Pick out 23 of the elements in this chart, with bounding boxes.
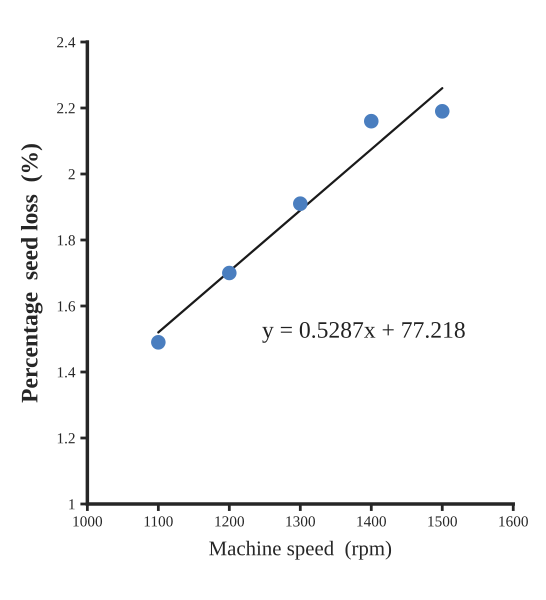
- y-tick-label: 1.2: [58, 433, 75, 444]
- point: [293, 196, 308, 211]
- x-tick-label: 1600: [499, 516, 528, 527]
- y-axis-title: Percentage seed loss (%): [20, 144, 43, 403]
- x-tick-label: 1200: [215, 516, 244, 527]
- point: [434, 104, 450, 119]
- x-tick-label: 1000: [73, 516, 102, 527]
- point: [222, 266, 237, 280]
- y-tick-label: 2.4: [57, 37, 76, 48]
- y-tick-label: 1.6: [58, 301, 76, 312]
- y-tick-label: 1: [69, 499, 75, 510]
- x-tick-label: 1100: [144, 516, 173, 527]
- x-axis-title: Machine speed (rpm): [209, 540, 392, 560]
- y-tick-label: 2: [68, 169, 75, 180]
- x-tick-label: 1500: [428, 516, 457, 527]
- x-tick-label: 1300: [286, 516, 315, 527]
- y-tick-label: 2.2: [57, 103, 75, 114]
- point: [151, 335, 166, 350]
- y-tick-label: 1.8: [58, 235, 75, 246]
- annotation: y = 0.5287x + 77.218: [262, 322, 465, 343]
- y-tick-label: 1.4: [58, 367, 76, 378]
- x-tick-label: 1400: [357, 516, 386, 527]
- point: [364, 114, 379, 128]
